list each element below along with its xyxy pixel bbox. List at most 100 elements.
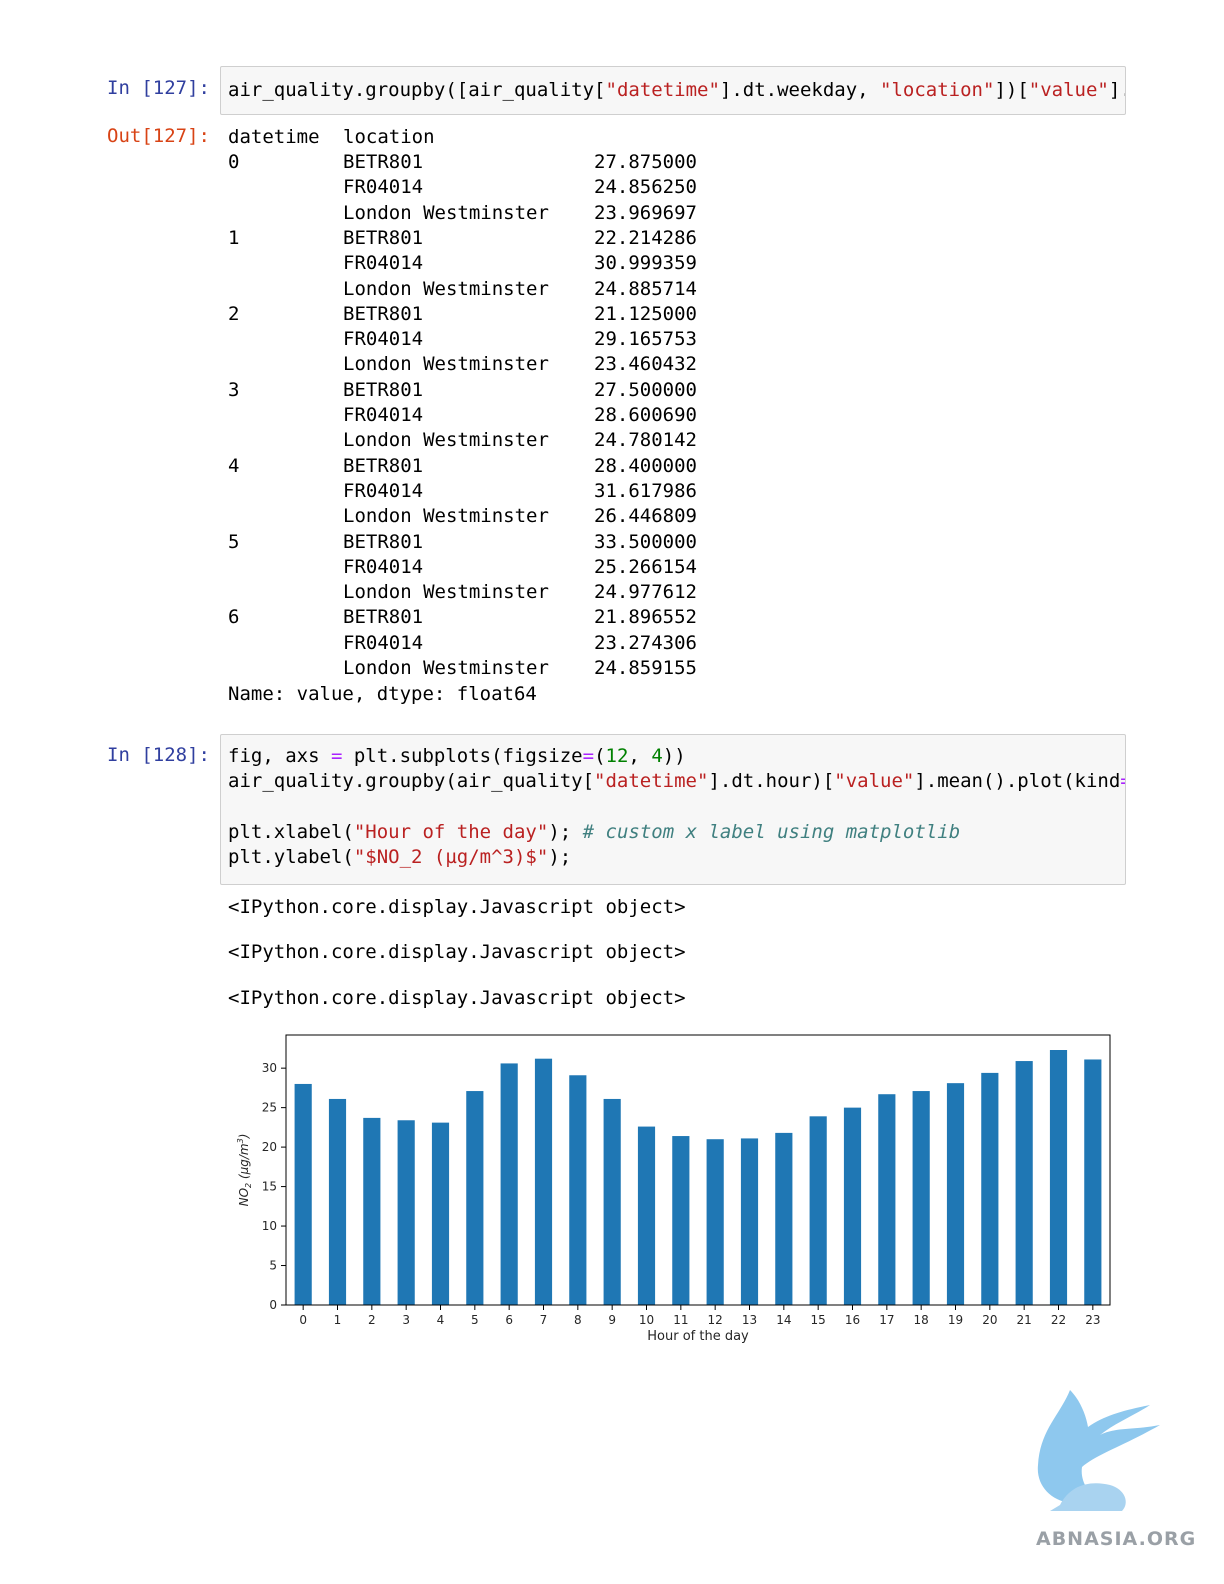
series-row: FR04014 31.617986	[228, 480, 708, 505]
series-location: BETR801	[343, 606, 424, 629]
bar	[500, 1063, 518, 1305]
series-value: 28.600690	[594, 404, 697, 426]
y-tick-label: 20	[262, 1140, 277, 1154]
series-value: 24.977612	[594, 581, 697, 604]
series-value: 31.617986	[594, 479, 697, 502]
series-location: FR04014	[343, 176, 424, 199]
bar	[1049, 1050, 1068, 1305]
series-value: 27.875000	[594, 151, 697, 173]
series-row: FR04014 24.856250	[228, 176, 708, 201]
series-index: 5	[228, 530, 240, 553]
y-tick-label: 25	[262, 1101, 277, 1115]
bar	[294, 1083, 312, 1305]
y-tick-label: 0	[269, 1298, 277, 1312]
series-value: 29.165753	[594, 328, 697, 351]
series-row: London Westminster 24.780142	[228, 429, 708, 454]
cell-127-out-prompt: Out[127]:	[107, 125, 210, 147]
series-row: London Westminster 23.969697	[228, 202, 708, 227]
griffin-logo	[1037, 1390, 1160, 1511]
code-line: air_quality.groupby(air_quality["datetim…	[228, 770, 1125, 792]
series-row: FR04014 23.274306	[228, 632, 708, 657]
js-object-output: <IPython.core.display.Javascript object>	[228, 941, 686, 963]
series-value: 25.266154	[594, 555, 697, 578]
series-value: 28.400000	[594, 454, 697, 477]
x-tick-label: 3	[402, 1313, 410, 1327]
series-index: 0	[228, 151, 240, 173]
series-location: FR04014	[343, 631, 424, 654]
series-location: London Westminster	[343, 277, 549, 300]
bar	[397, 1120, 415, 1305]
bar	[1015, 1061, 1033, 1305]
code-line: plt.ylabel("$NO_2 (µg/m^3)$");	[228, 846, 572, 868]
series-row: London Westminster 24.885714	[228, 278, 708, 303]
js-object-output: <IPython.core.display.Javascript object>	[228, 896, 686, 918]
series-location: BETR801	[343, 378, 424, 401]
bar	[569, 1075, 587, 1305]
series-location: FR04014	[343, 328, 424, 351]
x-tick-label: 15	[811, 1313, 826, 1327]
series-location: BETR801	[343, 454, 424, 477]
series-location: London Westminster	[343, 581, 549, 604]
series-location: FR04014	[343, 252, 424, 275]
x-tick-label: 14	[776, 1313, 791, 1327]
series-index: 2	[228, 302, 240, 325]
series-row: 0 BETR801 27.875000	[228, 151, 708, 176]
series-value: 24.780142	[594, 429, 697, 452]
y-tick-label: 5	[269, 1259, 277, 1273]
series-footer: Name: value, dtype: float64	[228, 683, 537, 705]
series-value: 22.214286	[594, 226, 697, 249]
series-row: London Westminster 24.977612	[228, 581, 708, 606]
x-tick-label: 17	[879, 1313, 894, 1327]
bar	[534, 1058, 553, 1305]
x-tick-label: 11	[673, 1313, 688, 1327]
series-row: FR04014 28.600690	[228, 404, 708, 429]
series-value: 26.446809	[594, 505, 697, 528]
cell-127-code-editor[interactable]: air_quality.groupby([air_quality["dateti…	[220, 66, 1126, 115]
series-row: FR04014 30.999359	[228, 252, 708, 277]
series-value: 30.999359	[594, 252, 697, 275]
x-tick-label: 2	[368, 1313, 376, 1327]
x-tick-label: 22	[1051, 1313, 1066, 1327]
x-axis-label: Hour of the day	[647, 1329, 749, 1344]
series-location: BETR801	[343, 530, 424, 553]
series-value: 24.856250	[594, 176, 697, 199]
series-location: FR04014	[343, 555, 424, 578]
series-value: 21.896552	[594, 606, 697, 629]
bar	[637, 1126, 656, 1305]
series-value: 24.885714	[594, 277, 697, 300]
series-value: 23.274306	[594, 631, 697, 654]
bar	[946, 1083, 965, 1305]
y-tick-label: 10	[262, 1219, 277, 1233]
series-value: 23.969697	[594, 201, 697, 224]
x-tick-label: 6	[505, 1313, 513, 1327]
series-location: London Westminster	[343, 201, 549, 224]
series-location: London Westminster	[343, 353, 549, 376]
code-line: air_quality.groupby([air_quality["dateti…	[228, 79, 1125, 101]
x-tick-label: 20	[982, 1313, 997, 1327]
x-tick-label: 8	[574, 1313, 582, 1327]
bar	[706, 1139, 724, 1305]
x-tick-label: 0	[299, 1313, 307, 1327]
bar	[466, 1091, 484, 1305]
series-row: London Westminster 24.859155	[228, 657, 708, 682]
series-value: 33.500000	[594, 530, 697, 553]
series-row: 5 BETR801 33.500000	[228, 531, 708, 556]
series-row: 2 BETR801 21.125000	[228, 303, 708, 328]
y-axis-label: NO2 (µg/m3)	[236, 1134, 253, 1207]
cell-128-code-editor[interactable]: fig, axs = plt.subplots(figsize=(12, 4))…	[220, 734, 1126, 885]
series-header-location: location	[343, 126, 435, 148]
x-tick-label: 4	[437, 1313, 445, 1327]
series-index: 6	[228, 606, 240, 629]
series-row: FR04014 29.165753	[228, 328, 708, 353]
series-location: FR04014	[343, 479, 424, 502]
series-value: 27.500000	[594, 378, 697, 401]
bar	[981, 1072, 999, 1305]
series-row: FR04014 25.266154	[228, 556, 708, 581]
bar	[775, 1132, 793, 1305]
x-tick-label: 5	[471, 1313, 479, 1327]
x-tick-label: 21	[1017, 1313, 1032, 1327]
x-tick-label: 7	[540, 1313, 548, 1327]
series-location: London Westminster	[343, 657, 549, 679]
series-location: BETR801	[343, 226, 424, 249]
bar	[1084, 1059, 1102, 1305]
